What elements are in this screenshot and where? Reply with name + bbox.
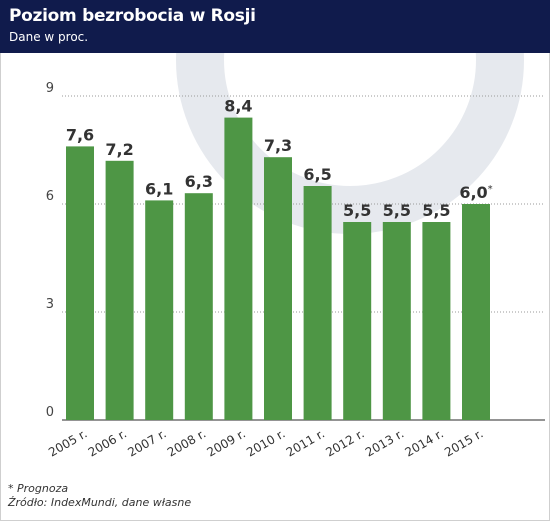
x-tick-label: 2008 r. xyxy=(165,426,208,459)
x-tick-label: 2011 r. xyxy=(284,426,327,459)
forecast-marker: * xyxy=(488,184,493,195)
bar xyxy=(462,204,490,420)
data-label: 6,0* xyxy=(459,183,492,202)
chart-title: Poziom bezrobocia w Rosji xyxy=(9,6,256,26)
y-tick-label: 0 xyxy=(46,405,54,420)
y-tick-label: 3 xyxy=(46,297,54,312)
bar xyxy=(224,117,253,420)
data-label: 5,5 xyxy=(383,201,411,220)
bar xyxy=(422,222,451,420)
data-label: 7,3 xyxy=(264,136,292,155)
x-axis-tick-labels: 2005 r.2006 r.2007 r.2008 r.2009 r.2010 … xyxy=(46,426,485,459)
data-label: 6,1 xyxy=(145,179,173,198)
bar xyxy=(105,160,134,421)
bar xyxy=(184,193,213,420)
x-tick-label: 2010 r. xyxy=(244,426,287,459)
x-tick-label: 2006 r. xyxy=(86,426,129,459)
decorative-ring xyxy=(176,0,524,234)
data-label: 8,4 xyxy=(224,97,252,116)
x-tick-label: 2005 r. xyxy=(46,426,89,459)
data-labels: 7,6 7,2 6,1 6,3 8,4 7,3 6,5 5,5 5,5 5,5 6,0* xyxy=(66,97,493,220)
bars xyxy=(66,117,490,421)
data-label: 5,5 xyxy=(343,201,371,220)
bar xyxy=(303,186,332,420)
data-label: 5,5 xyxy=(422,201,450,220)
bar xyxy=(343,222,372,420)
x-tick-label: 2009 r. xyxy=(205,426,248,459)
data-label: 7,2 xyxy=(105,140,133,159)
data-label: 7,6 xyxy=(66,125,94,144)
x-tick-label: 2013 r. xyxy=(363,426,406,459)
bar xyxy=(66,146,94,420)
bar xyxy=(382,222,411,420)
source-note: Źródło: IndexMundi, dane własne xyxy=(8,496,192,509)
data-label: 6,3 xyxy=(185,172,213,191)
bar xyxy=(145,200,174,420)
bar xyxy=(264,157,292,420)
x-tick-label: 2015 r. xyxy=(442,426,485,459)
chart-subtitle: Dane w proc. xyxy=(9,30,89,44)
x-tick-label: 2007 r. xyxy=(125,426,168,459)
x-tick-label: 2012 r. xyxy=(323,426,366,459)
chart-header: Poziom bezrobocia w Rosji Dane w proc. xyxy=(0,0,550,53)
forecast-note: * Prognoza xyxy=(8,482,69,495)
footnote: * Prognoza Źródło: IndexMundi, dane włas… xyxy=(8,482,191,510)
y-tick-label: 9 xyxy=(46,81,54,96)
x-tick-label: 2014 r. xyxy=(403,426,446,459)
y-tick-label: 6 xyxy=(46,189,54,204)
y-axis-tick-labels: 0 3 6 9 xyxy=(46,81,54,420)
data-label: 6,5 xyxy=(303,165,331,184)
